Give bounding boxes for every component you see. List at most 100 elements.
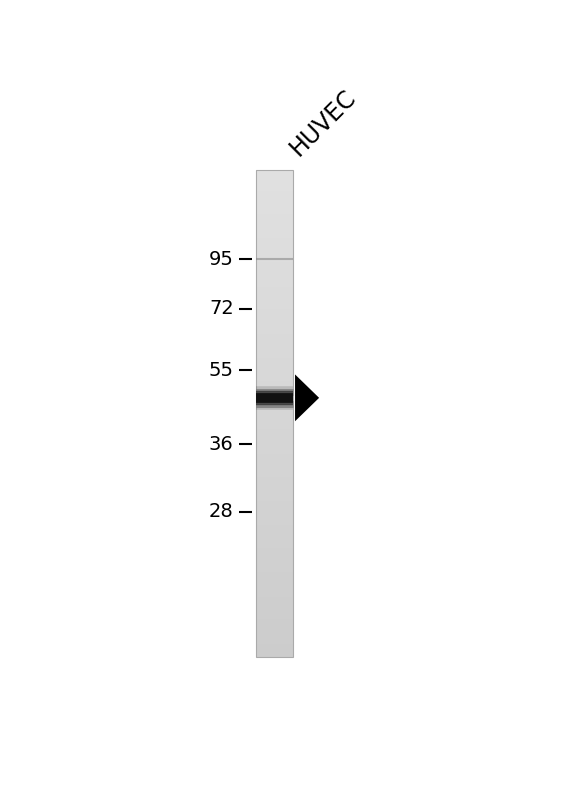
Bar [255,634,293,635]
Bar [255,343,293,345]
Bar [255,643,293,646]
Bar [255,269,293,270]
Bar [255,649,293,650]
Bar [255,387,293,389]
Bar [255,392,293,394]
Bar [255,250,293,251]
Bar [255,182,293,183]
Bar [255,534,293,535]
Bar [255,381,293,382]
Bar [255,358,293,360]
Bar [255,310,293,311]
Bar [255,525,293,526]
Bar [255,454,293,455]
Bar [255,578,293,580]
Bar [255,463,293,465]
Bar [255,188,293,190]
Bar [255,598,293,600]
Bar [255,291,293,294]
Bar [255,183,293,185]
Bar [255,418,293,420]
Bar [255,395,293,397]
Bar [255,412,293,414]
Bar [255,530,293,532]
Bar [255,185,293,186]
Bar [255,650,293,652]
Text: 95: 95 [209,250,234,269]
Bar [255,474,293,475]
Bar [255,338,293,340]
Bar [255,178,293,180]
Bar [255,266,293,267]
Bar [255,254,293,256]
Bar [255,217,293,218]
Bar [255,355,293,357]
Bar [255,330,293,332]
Bar [255,554,293,556]
Bar [255,561,293,562]
Bar [255,294,293,295]
Bar [255,515,293,517]
Bar [255,504,293,506]
Bar [255,173,293,174]
Bar [255,275,293,277]
Bar [255,632,293,634]
Bar [255,210,293,212]
Bar [255,262,293,264]
Bar [255,548,293,550]
Bar [255,286,293,288]
Bar [255,431,293,433]
Bar [255,543,293,545]
Bar [255,357,293,358]
Bar [255,414,293,415]
Bar [255,603,293,605]
Bar [255,640,293,642]
Bar [255,270,293,272]
Bar [255,400,293,402]
Bar [255,174,293,177]
Bar [255,318,293,319]
Bar [255,627,293,629]
Bar [255,202,293,204]
Bar [255,545,293,546]
Bar [255,535,293,537]
Bar [255,231,293,233]
Bar [255,566,293,567]
Bar [255,196,293,198]
Bar [255,438,293,439]
Bar [255,379,293,381]
Bar [255,207,293,209]
Bar [255,350,293,351]
Bar [255,209,293,210]
Bar [255,302,293,303]
Bar [255,405,293,406]
Bar [255,220,293,222]
Bar [255,433,293,434]
Bar [255,518,293,520]
Bar [255,242,293,243]
Bar [255,288,293,290]
Bar [255,559,293,561]
Bar [255,428,293,430]
Bar [255,477,293,478]
Bar [255,337,293,338]
Bar [255,472,293,474]
Bar [255,514,293,515]
Bar [255,274,293,275]
Bar [255,502,293,504]
Bar [255,613,293,614]
Bar [255,585,293,587]
Bar [255,235,293,237]
Bar [255,475,293,477]
Bar [255,398,293,400]
Bar [255,295,293,297]
Bar [255,225,293,226]
Bar [255,253,293,254]
Bar [255,478,293,480]
Bar [255,630,293,632]
Bar [255,261,293,262]
Bar [255,305,293,306]
Bar [255,434,293,436]
Bar [255,348,293,350]
Bar [255,606,293,608]
